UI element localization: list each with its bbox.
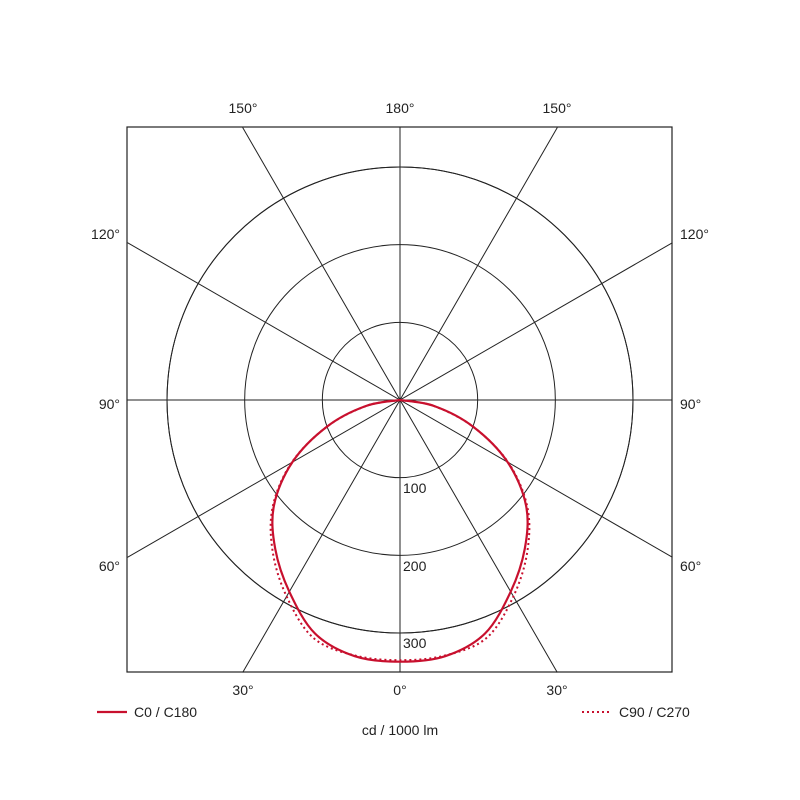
angle-label-bottom: 0°: [393, 682, 406, 698]
radial-tick-label: 300: [403, 635, 427, 651]
series-curve-c90-c270: [269, 399, 531, 662]
angle-label-left: 120°: [91, 226, 120, 242]
curves: [269, 398, 531, 663]
radial-tick-label: 200: [403, 558, 427, 574]
radial-tick-label: 100: [403, 480, 427, 496]
series-curve-c0-c180: [271, 398, 529, 663]
angle-label-top: 150°: [543, 100, 572, 116]
angle-label-right: 90°: [680, 396, 701, 412]
angle-label-left: 60°: [99, 558, 120, 574]
legend-label: C90 / C270: [619, 704, 690, 720]
legend-label: C0 / C180: [134, 704, 197, 720]
angle-label-top: 180°: [386, 100, 415, 116]
unit-label: cd / 1000 lm: [362, 722, 438, 738]
angle-label-right: 60°: [680, 558, 701, 574]
angle-label-right: 120°: [680, 226, 709, 242]
angle-label-left: 90°: [99, 396, 120, 412]
angle-label-top: 150°: [229, 100, 258, 116]
angle-label-bottom: 30°: [546, 682, 567, 698]
plot-frame: [126, 126, 673, 673]
angle-label-bottom: 30°: [232, 682, 253, 698]
